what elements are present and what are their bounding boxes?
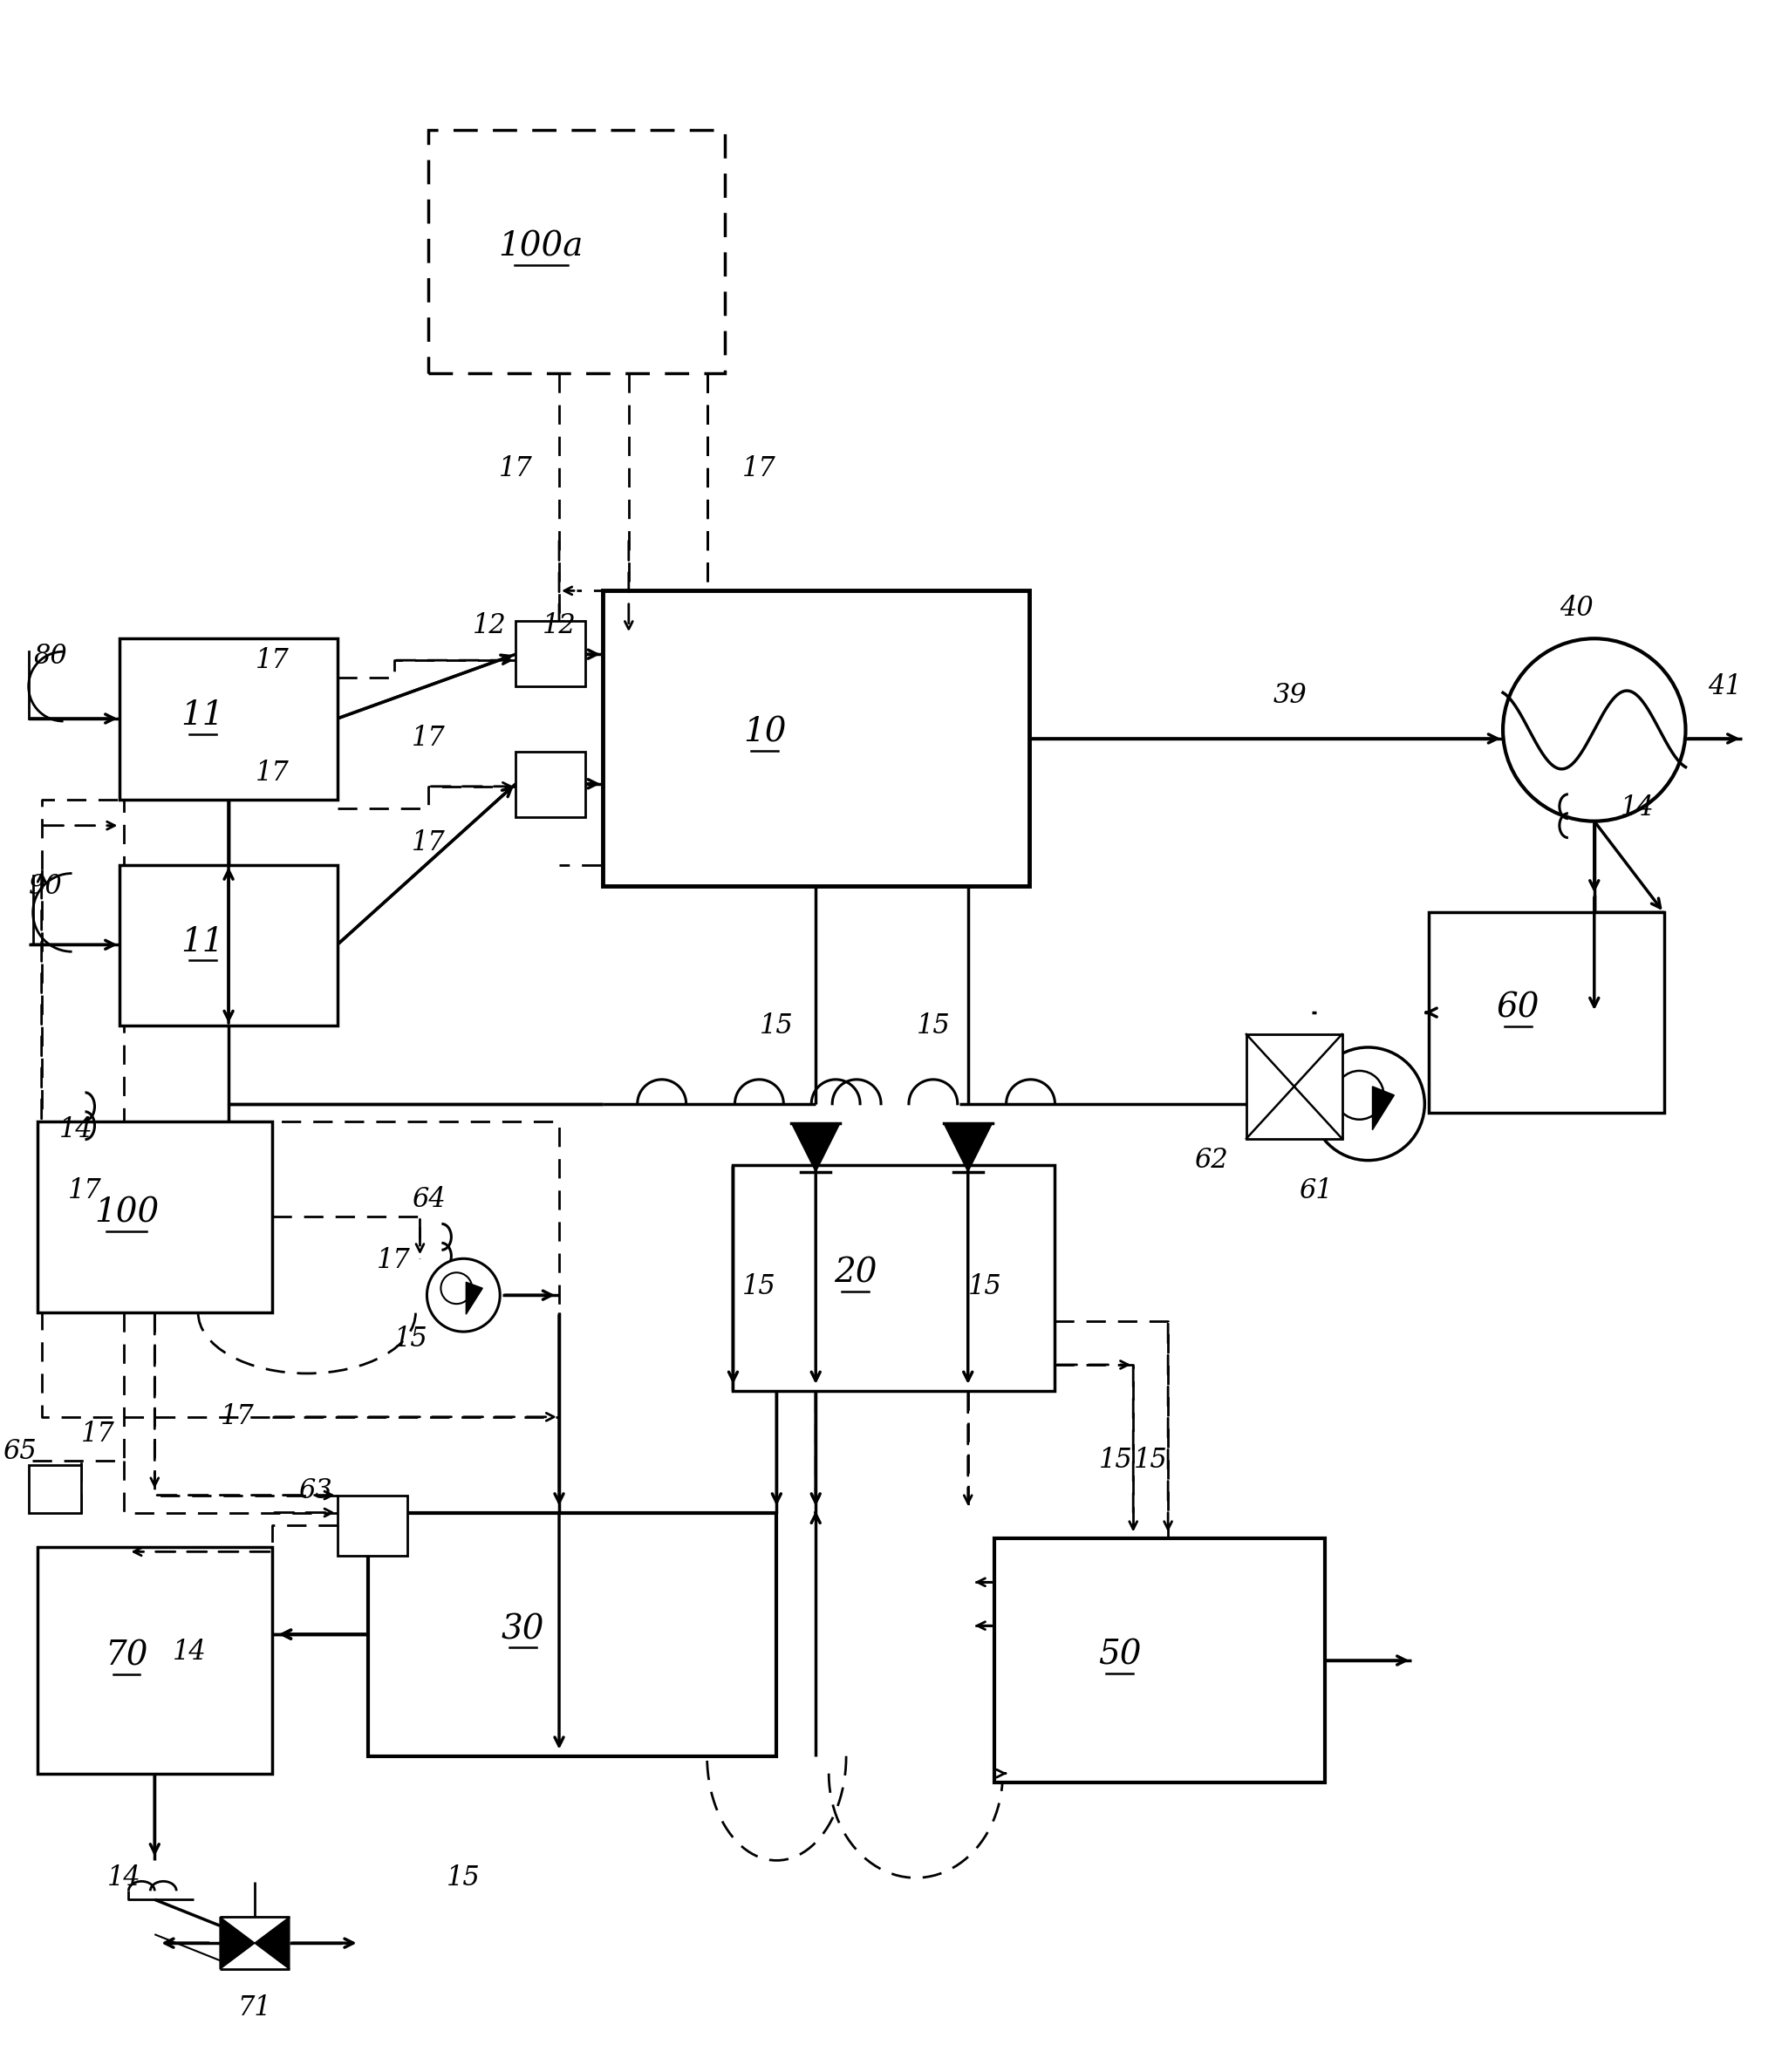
Text: 20: 20: [834, 1258, 877, 1289]
Text: 17: 17: [376, 1247, 410, 1274]
Bar: [367, 1513, 777, 1757]
Text: 17: 17: [67, 1177, 101, 1204]
Text: 65: 65: [4, 1438, 37, 1465]
Text: 30: 30: [502, 1614, 545, 1645]
Polygon shape: [1372, 1086, 1393, 1129]
Text: 15: 15: [916, 1011, 950, 1038]
Text: 15: 15: [1099, 1446, 1132, 1473]
Text: 11: 11: [181, 700, 224, 731]
Text: 12: 12: [541, 611, 577, 638]
Text: 11: 11: [181, 926, 224, 957]
Text: 41: 41: [1708, 673, 1741, 700]
Text: 15: 15: [760, 1011, 793, 1038]
Circle shape: [1312, 1046, 1425, 1160]
Text: 17: 17: [256, 646, 289, 673]
Polygon shape: [467, 1283, 483, 1314]
Circle shape: [1503, 638, 1686, 821]
Bar: [28, 1465, 80, 1513]
Text: 80: 80: [34, 642, 67, 669]
Bar: [515, 752, 586, 816]
Text: 61: 61: [1299, 1177, 1333, 1204]
Text: 90: 90: [28, 872, 62, 899]
Text: 17: 17: [220, 1403, 254, 1430]
Bar: [515, 622, 586, 686]
Text: 12: 12: [472, 611, 506, 638]
Bar: [428, 131, 724, 373]
Text: 100a: 100a: [499, 230, 584, 263]
Bar: [733, 1164, 1054, 1390]
Text: 39: 39: [1273, 682, 1306, 709]
Text: 17: 17: [499, 456, 532, 483]
Text: 14: 14: [1621, 796, 1654, 823]
Text: 63: 63: [298, 1477, 332, 1504]
Polygon shape: [254, 1917, 289, 1968]
Text: 62: 62: [1195, 1146, 1228, 1175]
Text: 17: 17: [412, 725, 446, 752]
Text: 15: 15: [394, 1326, 428, 1353]
Bar: [37, 1121, 272, 1312]
Text: 15: 15: [969, 1272, 1003, 1299]
Text: 14: 14: [172, 1639, 206, 1666]
Text: 60: 60: [1496, 992, 1541, 1026]
Bar: [37, 1548, 272, 1774]
Bar: [604, 591, 1030, 887]
Text: 50: 50: [1099, 1639, 1141, 1672]
Text: 14: 14: [59, 1117, 94, 1144]
Bar: [337, 1496, 406, 1556]
Polygon shape: [220, 1917, 254, 1968]
Text: 15: 15: [1134, 1446, 1168, 1473]
Polygon shape: [792, 1123, 840, 1171]
Text: 71: 71: [238, 1995, 272, 2022]
Bar: [1246, 1034, 1342, 1140]
Text: 40: 40: [1560, 595, 1594, 622]
Text: 10: 10: [744, 717, 786, 748]
Text: 70: 70: [105, 1639, 147, 1672]
Text: 17: 17: [256, 760, 289, 787]
Text: 100: 100: [94, 1198, 158, 1229]
Text: 17: 17: [82, 1421, 115, 1448]
Circle shape: [428, 1258, 501, 1332]
Bar: [1429, 912, 1663, 1113]
Text: 17: 17: [412, 829, 446, 856]
Text: 17: 17: [742, 456, 776, 483]
Bar: [121, 638, 337, 800]
Text: 15: 15: [742, 1272, 776, 1299]
Text: 64: 64: [412, 1185, 446, 1212]
Text: 14: 14: [106, 1865, 140, 1892]
Polygon shape: [944, 1123, 992, 1171]
Bar: [994, 1539, 1324, 1782]
Text: 15: 15: [447, 1865, 481, 1892]
Bar: [121, 864, 337, 1026]
